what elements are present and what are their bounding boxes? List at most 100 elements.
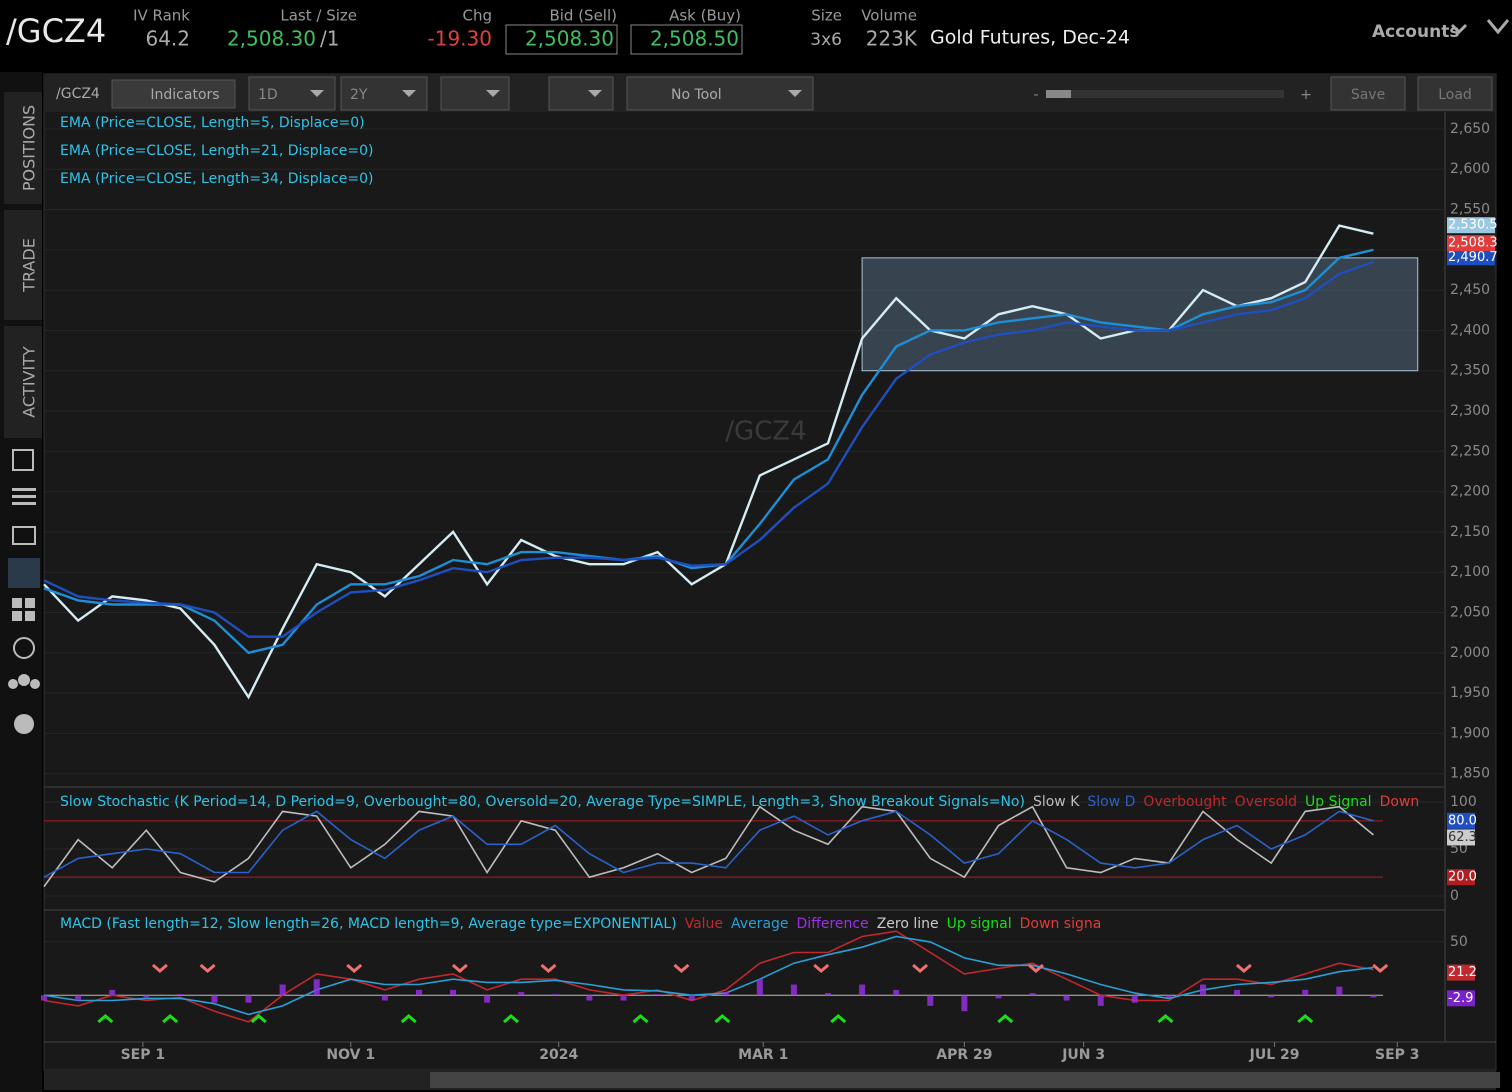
dropdown-arrows	[310, 90, 802, 97]
y-tick-label: 2,400	[1450, 322, 1490, 338]
histogram-bar	[1234, 989, 1241, 996]
histogram-bar	[177, 994, 184, 996]
scroll-thumb[interactable]	[430, 1072, 1500, 1088]
value: 3x6	[810, 30, 842, 50]
up-signal	[162, 1014, 179, 1024]
dropdown[interactable]	[440, 76, 510, 111]
price-tag-label: 2,490.7	[1448, 250, 1498, 265]
x-tick-label: SEP 3	[1375, 1047, 1420, 1063]
legend-entry: Slow D	[1087, 794, 1135, 810]
dropdown-label[interactable]: 1D	[258, 87, 278, 103]
zoom-out[interactable]: -	[1033, 87, 1038, 103]
toolbar-symbol[interactable]: /GCZ4	[56, 86, 100, 102]
y-tick-label: 1,850	[1450, 766, 1490, 782]
tab[interactable]	[4, 92, 42, 204]
legend-entry: Down signa	[1020, 916, 1102, 932]
price-tag-label: 2,530.5	[1448, 218, 1498, 233]
y-tick-label: 2,000	[1450, 645, 1490, 661]
last-tag-label: 21.2	[1448, 965, 1477, 980]
dropdown-label[interactable]: No Tool	[671, 87, 722, 103]
histogram-bar	[484, 995, 491, 1003]
histogram-bar	[1268, 995, 1275, 998]
x-tick-label: JUN 3	[1061, 1047, 1105, 1063]
histogram-bar	[1302, 989, 1309, 996]
value[interactable]: 2,508.50	[650, 27, 739, 51]
zoom-thumb[interactable]	[1046, 90, 1071, 98]
chevron[interactable]	[1486, 19, 1510, 35]
level-label: 80.0	[1448, 813, 1477, 828]
up-signal	[1297, 1014, 1314, 1024]
value: -19.30	[428, 27, 492, 51]
button[interactable]	[1330, 76, 1406, 111]
label: Volume	[861, 7, 917, 25]
dropdown[interactable]	[548, 76, 614, 111]
histogram-bar	[1370, 995, 1377, 998]
y-tick-label: 2,300	[1450, 403, 1490, 419]
button-label[interactable]: Indicators	[150, 87, 219, 103]
value: 2,508.30	[227, 27, 316, 51]
label: Size	[811, 7, 842, 25]
histogram-bar	[279, 984, 286, 996]
down-signal	[346, 963, 363, 973]
tab[interactable]	[4, 210, 42, 320]
chevron[interactable]	[1450, 23, 1468, 35]
label: IV Rank	[133, 7, 190, 25]
tab-label[interactable]: ACTIVITY	[20, 346, 39, 418]
zoom-in[interactable]: +	[1300, 87, 1312, 103]
legend-entry: Slow K	[1033, 794, 1080, 810]
y-tick-label: 50	[1450, 934, 1468, 950]
up-signal	[250, 1014, 267, 1024]
accounts-menu[interactable]: Accounts	[1372, 22, 1459, 42]
histogram-bar	[620, 995, 627, 1001]
y-tick-label: 2,100	[1450, 564, 1490, 580]
histogram-bar	[586, 995, 593, 1001]
last-tag	[1447, 964, 1475, 981]
price-tag	[1447, 217, 1495, 234]
button-label[interactable]: Save	[1351, 87, 1385, 103]
histogram-bar	[313, 979, 320, 996]
label: Chg	[462, 7, 492, 25]
bid-box[interactable]	[505, 24, 618, 55]
label: Bid (Sell)	[549, 7, 617, 25]
down-signal	[912, 963, 929, 973]
y-tick-label: 2,350	[1450, 363, 1490, 379]
legend-entry: Average	[731, 916, 789, 932]
x-tick-label: APR 29	[936, 1047, 992, 1063]
histogram-bar	[211, 995, 218, 1003]
last-tag	[1447, 829, 1475, 846]
sidebar-icons[interactable]	[8, 449, 40, 734]
button-label[interactable]: Load	[1438, 87, 1472, 103]
range-box	[861, 257, 1419, 372]
histogram-bar	[825, 993, 832, 996]
dropdown[interactable]	[626, 76, 814, 111]
value[interactable]: 2,508.30	[525, 27, 614, 51]
button[interactable]	[1417, 76, 1493, 111]
histogram-bar	[1029, 993, 1036, 996]
ask-box[interactable]	[630, 24, 743, 55]
up-signal	[503, 1014, 519, 1024]
y-tick-label: 2,600	[1450, 161, 1490, 177]
indicator-title: Slow Stochastic (K Period=14, D Period=9…	[60, 794, 1025, 810]
down-signal	[1027, 963, 1044, 973]
y-tick-label: 0	[1450, 888, 1459, 904]
y-tick-label: 2,550	[1450, 202, 1490, 218]
x-tick-label: MAR 1	[738, 1047, 788, 1063]
up-signal	[714, 1014, 731, 1024]
zoom-track[interactable]	[1046, 90, 1284, 98]
histogram-bar	[688, 995, 695, 1001]
down-signal	[673, 963, 690, 973]
histogram-bar	[859, 984, 866, 996]
tab[interactable]	[4, 326, 42, 438]
y-tick-label: 2,250	[1450, 443, 1490, 459]
dropdown-label[interactable]: 2Y	[350, 87, 368, 103]
description: Gold Futures, Dec-24	[930, 27, 1130, 49]
histogram-bar	[75, 995, 82, 1001]
button[interactable]	[111, 79, 236, 109]
tab-label[interactable]: TRADE	[20, 238, 39, 293]
level-label: 20.0	[1448, 870, 1477, 885]
dropdown[interactable]	[248, 76, 336, 111]
label: Ask (Buy)	[669, 7, 741, 25]
tab-label[interactable]: POSITIONS	[20, 105, 39, 191]
histogram-bar	[1063, 995, 1070, 1001]
dropdown[interactable]	[340, 76, 428, 111]
